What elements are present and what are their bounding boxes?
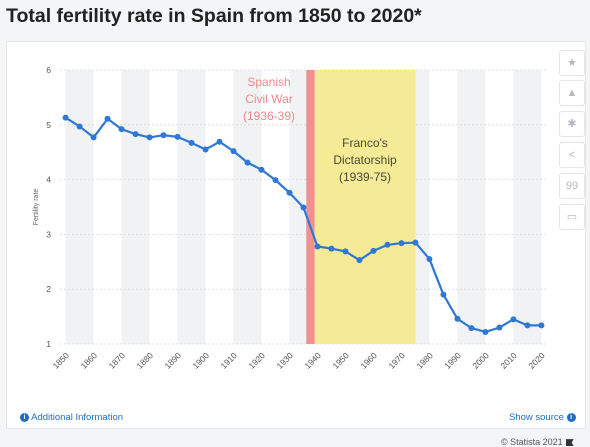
data-point[interactable] <box>244 159 251 166</box>
x-tick-label: 1900 <box>191 350 212 371</box>
data-point[interactable] <box>412 239 419 246</box>
gear-icon[interactable]: ✱ <box>559 111 585 137</box>
x-tick-label: 1930 <box>274 350 295 371</box>
data-point[interactable] <box>482 328 489 335</box>
data-point[interactable] <box>538 322 545 329</box>
x-tick-label: 1980 <box>414 350 435 371</box>
x-tick-label: 1960 <box>358 350 379 371</box>
grid-band <box>513 70 542 344</box>
data-point[interactable] <box>496 324 503 331</box>
chart: 1 2 3 4 5 6 Spanish Civil War (1936-39) Franco's D… <box>33 65 547 371</box>
data-point[interactable] <box>188 139 195 146</box>
data-point[interactable] <box>384 241 391 248</box>
data-point[interactable] <box>272 177 279 184</box>
grid-band <box>177 70 206 344</box>
data-point[interactable] <box>160 132 167 139</box>
x-tick-label: 1880 <box>135 350 156 371</box>
show-source-label: Show source <box>509 412 564 423</box>
x-tick-label: 1920 <box>246 350 267 371</box>
franco-dictatorship-band <box>314 70 416 344</box>
x-tick-label: 1850 <box>51 350 72 371</box>
x-tick-label: 1940 <box>302 350 323 371</box>
data-point[interactable] <box>524 322 531 329</box>
data-point[interactable] <box>440 291 447 298</box>
annotation-label: Dictatorship <box>333 153 397 167</box>
data-point[interactable] <box>258 166 265 173</box>
credit-text: © Statista 2021 <box>501 437 563 447</box>
grid-band <box>65 70 94 344</box>
data-point[interactable] <box>468 325 475 332</box>
bell-icon[interactable]: ▲ <box>559 80 585 106</box>
x-tick-label: 1950 <box>330 350 351 371</box>
show-source-link[interactable]: Show source i <box>509 412 576 423</box>
x-tick-label: 1910 <box>218 350 239 371</box>
chart-title: Total fertility rate in Spain from 1850 … <box>6 5 422 27</box>
data-point[interactable] <box>328 245 335 252</box>
data-point[interactable] <box>426 256 433 263</box>
data-point[interactable] <box>76 123 83 130</box>
data-point[interactable] <box>454 315 461 322</box>
annotation-label: Spanish <box>247 75 290 89</box>
data-point[interactable] <box>146 134 153 141</box>
data-point[interactable] <box>510 316 517 323</box>
civil-war-band <box>306 70 315 344</box>
data-point[interactable] <box>342 248 349 255</box>
y-axis-label: Fertility rate <box>33 189 40 226</box>
grid-band <box>457 70 486 344</box>
data-point[interactable] <box>370 247 377 254</box>
x-tick-label: 2020 <box>526 350 547 371</box>
data-point[interactable] <box>132 131 139 138</box>
data-point[interactable] <box>398 240 405 247</box>
flag-icon <box>565 439 574 447</box>
annotation-label: Franco's <box>342 136 388 150</box>
quote-icon[interactable]: 99 <box>559 173 585 199</box>
annotation-label: (1936-39) <box>243 109 295 123</box>
data-point[interactable] <box>174 133 181 140</box>
data-point[interactable] <box>314 243 321 250</box>
data-point[interactable] <box>230 148 237 155</box>
share-icon[interactable]: < <box>559 142 585 168</box>
annotation-label: Civil War <box>245 92 293 106</box>
additional-information-label: Additional Information <box>31 412 124 423</box>
data-point[interactable] <box>118 126 125 133</box>
annotation-label: (1939-75) <box>339 170 391 184</box>
y-tick-label: 2 <box>46 284 51 294</box>
y-tick-label: 1 <box>46 339 51 349</box>
y-tick-label: 6 <box>46 65 51 75</box>
print-icon[interactable]: ▭ <box>559 204 585 230</box>
additional-information-link[interactable]: i Additional Information <box>20 412 123 423</box>
x-tick-label: 2010 <box>498 350 519 371</box>
data-point[interactable] <box>286 189 293 196</box>
grid-band <box>233 70 262 344</box>
data-point[interactable] <box>216 138 223 145</box>
info-icon: i <box>566 412 576 422</box>
data-point[interactable] <box>300 204 307 211</box>
y-tick-label: 3 <box>46 229 51 239</box>
info-icon: i <box>20 412 29 422</box>
y-tick-label: 5 <box>46 120 51 130</box>
star-icon[interactable]: ★ <box>559 50 585 76</box>
data-point[interactable] <box>356 257 363 264</box>
x-tick-label: 1870 <box>107 350 128 371</box>
chart-card: 1 2 3 4 5 6 Spanish Civil War (1936-39) Franco's D… <box>6 41 586 447</box>
x-tick-label: 1990 <box>442 350 463 371</box>
x-tick-label: 1860 <box>79 350 100 371</box>
data-point[interactable] <box>104 115 111 122</box>
statista-credit[interactable]: © Statista 2021 <box>501 437 574 447</box>
grid-band <box>121 70 150 344</box>
x-tick-label: 1890 <box>163 350 184 371</box>
data-point[interactable] <box>202 146 209 153</box>
y-tick-label: 4 <box>46 175 51 185</box>
data-point[interactable] <box>62 114 69 121</box>
data-point[interactable] <box>90 134 97 141</box>
x-tick-label: 2000 <box>470 350 491 371</box>
x-tick-label: 1970 <box>386 350 407 371</box>
